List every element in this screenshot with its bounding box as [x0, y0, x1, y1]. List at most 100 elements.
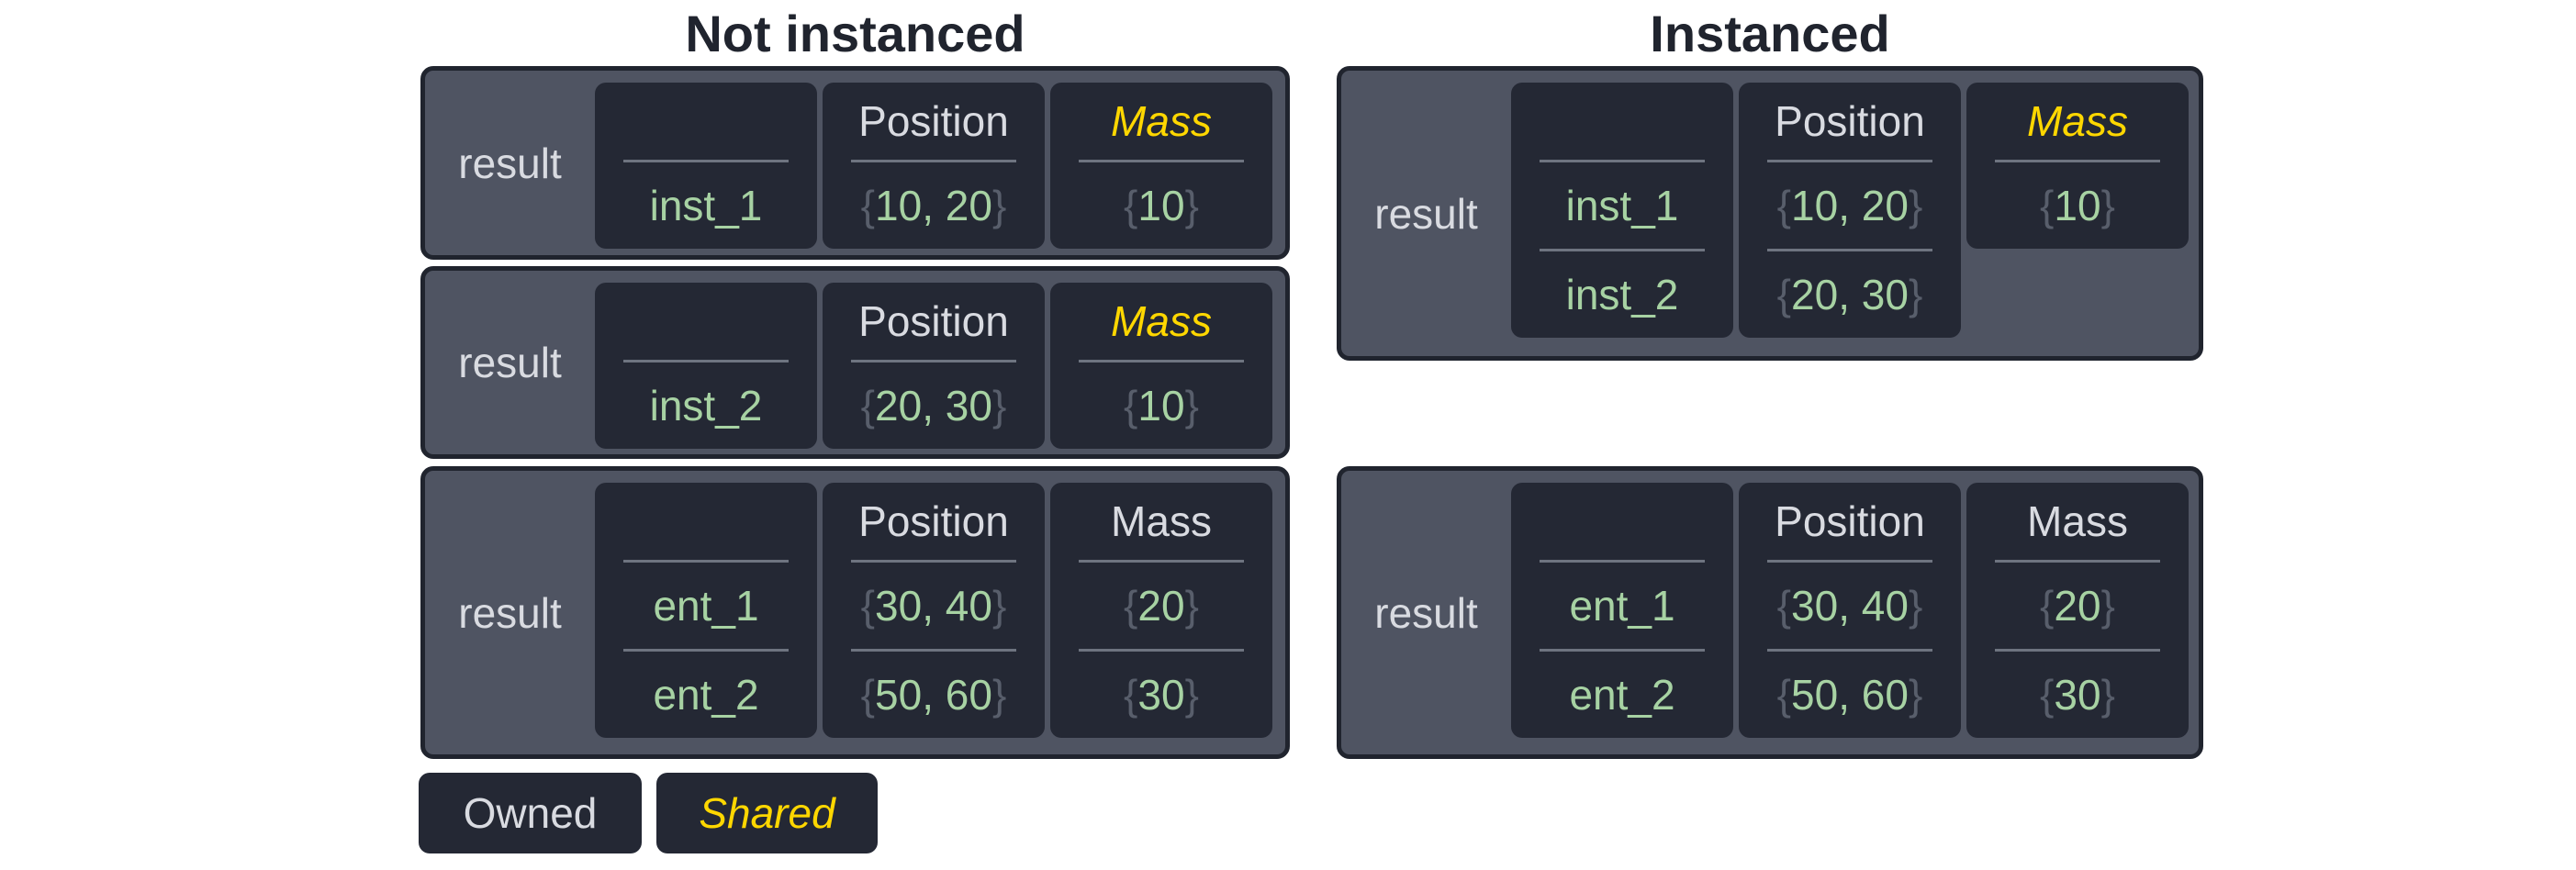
cell-value: inst_1	[1511, 162, 1733, 249]
header-divider	[851, 360, 1016, 362]
columns: ent_1 ent_2 Position {30, 40} {50, 60} M…	[595, 471, 1272, 754]
entity-column: inst_2	[595, 283, 817, 449]
mass-column: Mass {20} {30}	[1050, 483, 1272, 738]
brace-open: {	[1776, 671, 1792, 719]
column-header: Mass	[1111, 497, 1212, 545]
value-text: inst_1	[1565, 182, 1679, 229]
entity-column: inst_1 inst_2	[1511, 83, 1733, 338]
legend-owned: Owned	[419, 773, 642, 853]
legend-owned-label: Owned	[463, 789, 598, 837]
cell-value: {10}	[1966, 162, 2189, 249]
cell-value: inst_2	[1511, 251, 1733, 338]
cell-value: {20}	[1966, 563, 2189, 649]
entity-column: inst_1	[595, 83, 817, 249]
section-title-instanced: Instanced	[1650, 5, 1890, 62]
row-label: result	[458, 588, 562, 637]
row-divider	[1767, 649, 1932, 652]
value-text: 10	[1137, 182, 1185, 229]
brace-open: {	[2040, 671, 2055, 719]
value-text: 30	[2054, 671, 2101, 719]
cell-value: {30, 40}	[1739, 563, 1961, 649]
brace-close: }	[1184, 582, 1199, 630]
brace-close: }	[1184, 382, 1199, 429]
position-column: Position {10, 20}	[823, 83, 1045, 249]
row-divider	[1540, 649, 1705, 652]
cell-value: {30}	[1050, 652, 1272, 738]
value-text: 30, 40	[1791, 582, 1909, 630]
brace-close: }	[1184, 182, 1199, 229]
columns: inst_1 Position {10, 20} Mass {10}	[595, 71, 1272, 255]
brace-close: }	[2100, 671, 2115, 719]
row-divider	[1767, 249, 1932, 251]
row-divider	[1540, 249, 1705, 251]
position-column: Position {10, 20} {20, 30}	[1739, 83, 1961, 338]
column-header	[1511, 83, 1733, 160]
cell-value: ent_1	[595, 563, 817, 649]
value-text: ent_1	[1569, 582, 1675, 630]
cell-value: inst_2	[595, 362, 817, 449]
column-header: Position	[858, 97, 1009, 145]
brace-open: {	[1124, 182, 1138, 229]
cell-value: ent_2	[1511, 652, 1733, 738]
result-table-instanced-1: result inst_1 inst_2 Position {10, 20} {…	[1337, 66, 2203, 361]
value-text: 10	[2054, 182, 2101, 229]
header-divider	[1540, 560, 1705, 563]
row-label: result	[1374, 588, 1478, 637]
brace-open: {	[1124, 382, 1138, 429]
mass-column: Mass {10}	[1050, 283, 1272, 449]
position-column: Position {30, 40} {50, 60}	[1739, 483, 1961, 738]
brace-close: }	[1908, 182, 1923, 229]
brace-close: }	[991, 671, 1007, 719]
value-text: inst_2	[1565, 271, 1679, 318]
row-divider	[1079, 649, 1244, 652]
column-header: Mass	[2027, 97, 2128, 145]
brace-close: }	[991, 582, 1007, 630]
cell-value: {10, 20}	[1739, 162, 1961, 249]
column-header: Position	[1775, 97, 1925, 145]
cell-value: ent_2	[595, 652, 817, 738]
cell-value: {10, 20}	[823, 162, 1045, 249]
header-divider	[1995, 160, 2160, 162]
column-header: Position	[858, 497, 1009, 545]
brace-close: }	[1908, 271, 1923, 318]
brace-open: {	[860, 582, 876, 630]
brace-close: }	[2100, 182, 2115, 229]
value-text: inst_1	[649, 182, 763, 229]
brace-open: {	[1776, 271, 1792, 318]
value-text: ent_2	[1569, 671, 1675, 719]
columns: inst_1 inst_2 Position {10, 20} {20, 30}…	[1511, 71, 2189, 356]
cell-value: ent_1	[1511, 563, 1733, 649]
brace-close: }	[2100, 582, 2115, 630]
cell-value: {20}	[1050, 563, 1272, 649]
cell-value: {10}	[1050, 362, 1272, 449]
mass-column: Mass {20} {30}	[1966, 483, 2189, 738]
header-divider	[851, 560, 1016, 563]
column-header: Position	[858, 297, 1009, 345]
header-divider	[1995, 560, 2160, 563]
row-label: result	[1374, 189, 1478, 238]
result-table-not-instanced-2: result inst_2 Position {20, 30} Mass {10…	[420, 266, 1290, 459]
value-text: 50, 60	[875, 671, 992, 719]
legend-shared-label: Shared	[699, 789, 835, 837]
brace-open: {	[1776, 582, 1792, 630]
value-text: ent_1	[653, 582, 759, 630]
value-text: 10	[1137, 382, 1185, 429]
row-divider	[851, 649, 1016, 652]
header-divider	[1767, 560, 1932, 563]
row-divider	[1995, 649, 2160, 652]
columns: ent_1 ent_2 Position {30, 40} {50, 60} M…	[1511, 471, 2189, 754]
brace-close: }	[1908, 671, 1923, 719]
value-text: 50, 60	[1791, 671, 1909, 719]
cell-value: {20, 30}	[823, 362, 1045, 449]
section-title-not-instanced: Not instanced	[685, 5, 1025, 62]
mass-column-shared: Mass {10}	[1966, 83, 2189, 249]
mass-column: Mass {10}	[1050, 83, 1272, 249]
header-divider	[623, 560, 789, 563]
position-column: Position {20, 30}	[823, 283, 1045, 449]
value-text: inst_2	[649, 382, 763, 429]
row-label: result	[458, 339, 562, 386]
brace-close: }	[991, 382, 1007, 429]
value-text: 30	[1137, 671, 1185, 719]
brace-open: {	[860, 671, 876, 719]
cell-value: {50, 60}	[823, 652, 1045, 738]
